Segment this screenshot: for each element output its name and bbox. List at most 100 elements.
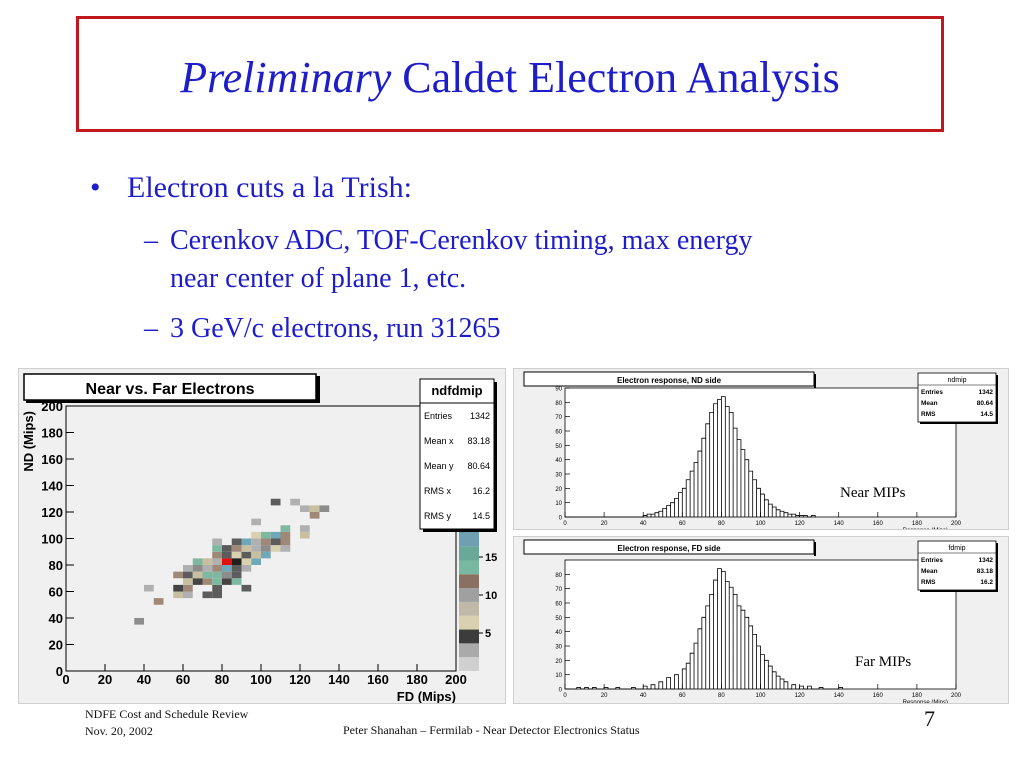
y-tick-label: 50 [555, 444, 562, 450]
x-tick-label: 140 [834, 693, 845, 699]
heatmap-cell [212, 551, 222, 559]
hist-bin [674, 675, 678, 689]
y-tick-label: 120 [41, 505, 63, 520]
x-axis-label: Response (Mips) [903, 700, 948, 703]
heatmap-cell [222, 571, 232, 579]
title-italic: Preliminary [180, 53, 392, 102]
hist-annotation: Far MIPs [855, 654, 911, 670]
y-tick-label: 80 [555, 401, 562, 407]
hist-bin [725, 582, 729, 690]
heatmap-cell [153, 598, 164, 605]
stats-row-value: 1342 [470, 411, 490, 421]
x-tick-label: 140 [834, 521, 845, 527]
x-tick-label: 160 [873, 521, 884, 527]
x-tick-label: 160 [873, 693, 884, 699]
hist-bin [768, 504, 772, 517]
hist-bin [706, 606, 710, 689]
hist-bin [819, 688, 823, 689]
hist-bin [784, 682, 788, 689]
y-tick-label: 50 [555, 616, 562, 622]
hist-bin [753, 480, 757, 517]
x-tick-label: 60 [679, 521, 686, 527]
stats-row-label: RMS [921, 411, 936, 418]
heatmap-cell [202, 571, 213, 579]
x-tick-label: 0 [563, 693, 567, 699]
colorbar-swatch [459, 643, 479, 658]
heatmap-cell [202, 578, 213, 585]
y-tick-label: 40 [555, 630, 562, 636]
heatmap-cell [280, 545, 291, 552]
hist-bin [714, 580, 718, 689]
heatmap-cell [270, 538, 281, 546]
y-tick-label: 60 [555, 602, 562, 608]
stats-box [419, 378, 495, 530]
heatmap-cell [300, 525, 310, 532]
heatmap-cell [183, 571, 193, 579]
hist-bin [800, 516, 804, 517]
y-axis-label: ND (Mips) [21, 411, 36, 472]
stats-row-label: Entries [921, 389, 943, 396]
y-tick-label: 80 [49, 558, 63, 573]
hist-bin [733, 594, 737, 689]
stats-row-label: Mean [921, 568, 938, 575]
heatmap-cell [261, 551, 271, 559]
hist-bin [667, 506, 671, 517]
heatmap-cell [309, 505, 320, 512]
sub-bullet-1-line2: near center of plane 1, etc. [170, 263, 467, 294]
y-tick-label: 180 [41, 426, 63, 441]
heatmap-cell [192, 578, 203, 585]
hist-bin [659, 682, 663, 689]
sub-bullet-2: 3 GeV/c electrons, run 31265 [170, 313, 501, 344]
hist-bin [631, 688, 635, 689]
x-tick-label: 140 [328, 672, 350, 687]
heatmap-cell [212, 584, 222, 592]
heatmap-cell [280, 525, 291, 532]
hist-bin [772, 672, 776, 689]
hist-line [565, 568, 844, 690]
hist-bin [651, 514, 655, 517]
x-tick-label: 80 [215, 672, 229, 687]
y-tick-label: 200 [41, 399, 63, 414]
hist-bin [745, 617, 749, 689]
nd-histogram: Electron response, ND side 0 10 20 30 40 50 60 7… [523, 371, 998, 534]
hist-bin [741, 610, 745, 689]
heatmap-cell [212, 565, 222, 572]
x-tick-label: 200 [951, 521, 962, 527]
heatmap-cell [183, 584, 193, 592]
hist-bin [710, 412, 714, 517]
heatmap-cell [319, 505, 330, 512]
heatmap-cell [183, 591, 193, 599]
hist-bin [694, 643, 698, 689]
heatmap-cell [173, 571, 183, 579]
x-tick-label: 180 [406, 672, 428, 687]
page-number: 7 [924, 706, 935, 731]
heatmap-cell [270, 531, 281, 539]
x-tick-label: 100 [755, 521, 766, 527]
y-tick-label: 0 [559, 516, 563, 522]
heatmap-cell [183, 565, 193, 572]
x-tick-label: 20 [601, 521, 608, 527]
x-tick-label: 120 [289, 672, 311, 687]
heatmap-cell [241, 584, 252, 592]
heatmap-cell [251, 538, 261, 546]
colorbar-swatch [459, 601, 479, 616]
fd-histogram: Electron response, FD side 0 10 20 30 40 50 60 7… [523, 539, 998, 706]
title-rest: Caldet Electron Analysis [391, 53, 840, 102]
hist-bin [721, 397, 725, 517]
x-axis-label: Response (Mips) [903, 528, 948, 529]
heatmap-cell [231, 558, 242, 565]
heatmap-title: Near vs. Far Electrons [86, 381, 255, 398]
bullet-marker: • [90, 171, 101, 204]
hist-bin [780, 679, 784, 689]
colorbar-swatch [459, 546, 479, 561]
heatmap-cell [241, 558, 252, 565]
hist-bin [749, 471, 753, 517]
hist-bin [792, 514, 796, 517]
y-tick-label: 70 [555, 415, 562, 421]
hist-bin [811, 516, 815, 517]
hist-bin [585, 688, 589, 689]
heatmap-cell [212, 545, 222, 552]
y-tick-label: 70 [555, 587, 562, 593]
x-tick-label: 20 [98, 672, 112, 687]
hist-bin [792, 685, 796, 689]
